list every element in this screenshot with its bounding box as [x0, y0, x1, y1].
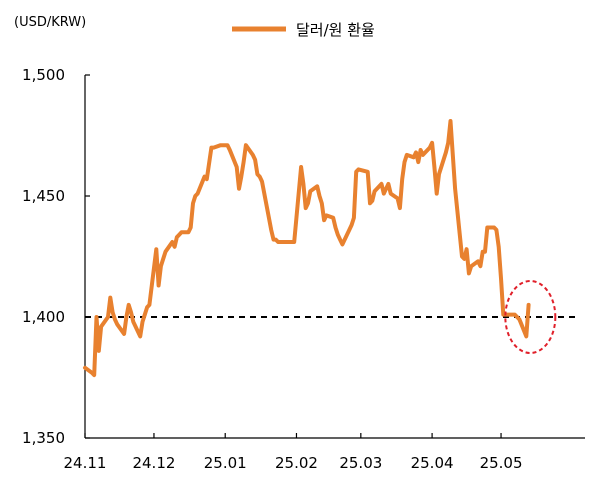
y-tick-label: 1,350	[22, 429, 65, 447]
y-tick-label: 1,400	[22, 308, 65, 326]
x-axis-ticks: 24.11 24.12 25.01 25.02 25.03 25.04 25.05	[64, 433, 523, 472]
x-tick-label: 25.03	[339, 454, 382, 472]
highlight-circle	[504, 280, 557, 354]
y-axis-ticks: 1,500 1,450 1,400 1,350	[22, 66, 90, 447]
x-tick-label: 24.12	[132, 454, 175, 472]
y-tick-label: 1,450	[22, 187, 65, 205]
series-line-usd-krw	[83, 119, 531, 378]
unit-label: (USD/KRW)	[14, 15, 86, 30]
x-tick-label: 25.05	[480, 454, 523, 472]
legend: 달러/원 환율	[232, 21, 375, 39]
x-tick-label: 24.11	[64, 454, 107, 472]
x-tick-label: 25.04	[411, 454, 454, 472]
x-tick-label: 25.01	[204, 454, 247, 472]
legend-label-series: 달러/원 환율	[296, 21, 375, 39]
y-tick-label: 1,500	[22, 66, 65, 84]
x-tick-label: 25.02	[275, 454, 318, 472]
